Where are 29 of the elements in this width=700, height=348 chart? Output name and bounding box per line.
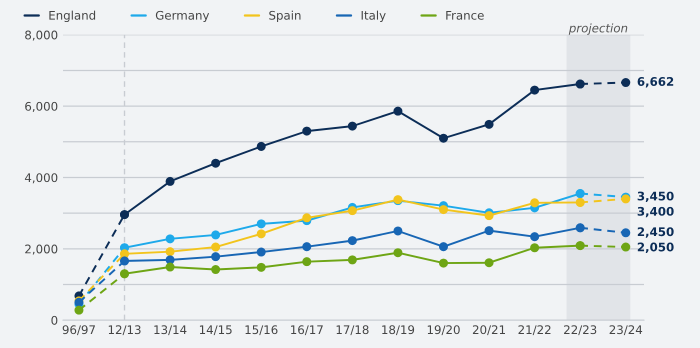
x-tick-label: 17/18	[336, 325, 369, 336]
x-tick-label: 14/15	[200, 325, 232, 336]
legend-label: France	[446, 10, 484, 20]
legend-label: England	[49, 10, 96, 22]
y-tick-label: 8,000	[25, 30, 58, 41]
x-tick-label: 13/14	[154, 325, 186, 336]
x-tick-label: 22/23	[564, 325, 596, 336]
data-label: 6,662	[638, 77, 674, 88]
x-tick-label: 18/19	[382, 325, 414, 336]
y-tick-label: 4,000	[24, 173, 58, 184]
band-label: projection	[568, 23, 628, 35]
x-tick-label: 19/20	[428, 325, 460, 336]
x-tick-label: 96/97	[62, 325, 95, 336]
x-tick-label: 20/21	[472, 325, 505, 336]
legend-label: Germany	[156, 10, 210, 22]
y-tick-label: 0	[51, 316, 58, 325]
data-label: 2,450	[638, 227, 674, 238]
x-tick-label: 23/24	[610, 325, 642, 336]
x-tick-label: 21/22	[518, 325, 550, 336]
legend-label: Italy	[362, 10, 386, 22]
x-tick-label: 12/13	[108, 325, 141, 336]
x-tick-label: 15/16	[246, 325, 278, 336]
data-label: 2,050	[638, 242, 674, 253]
data-label: 3,450	[638, 192, 674, 202]
y-tick-label: 2,000	[25, 244, 58, 255]
legend-label: Spain	[269, 10, 300, 22]
x-tick-label: 16/17	[291, 325, 323, 336]
y-tick-label: 6,000	[25, 102, 58, 112]
data-label: 3,400	[638, 206, 674, 218]
